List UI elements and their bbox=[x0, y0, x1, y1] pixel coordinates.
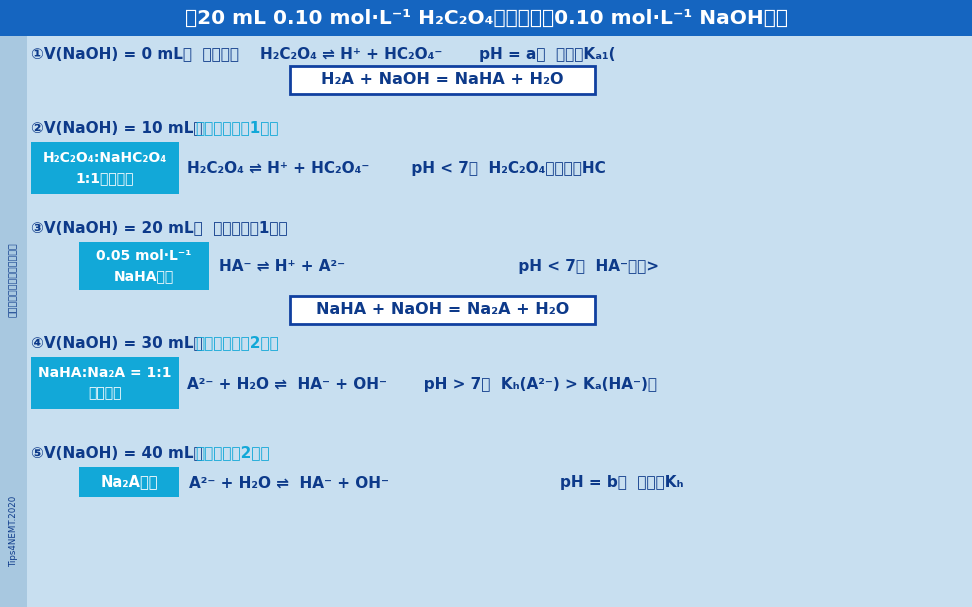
Text: NaHA + NaOH = Na₂A + H₂O: NaHA + NaOH = Na₂A + H₂O bbox=[316, 302, 570, 317]
Text: 半中和点（第1次）: 半中和点（第1次） bbox=[195, 121, 279, 135]
Text: 高考化学二轮复习电解质溶液: 高考化学二轮复习电解质溶液 bbox=[9, 243, 18, 317]
FancyBboxPatch shape bbox=[0, 36, 27, 607]
Text: 0.05 mol·L⁻¹
NaHA溶液: 0.05 mol·L⁻¹ NaHA溶液 bbox=[96, 249, 191, 283]
Text: H₂C₂O₄ ⇌ H⁺ + HC₂O₄⁻        pH < 7：  H₂C₂O₄电离大于HC: H₂C₂O₄ ⇌ H⁺ + HC₂O₄⁻ pH < 7： H₂C₂O₄电离大于H… bbox=[187, 161, 606, 177]
FancyBboxPatch shape bbox=[31, 142, 179, 194]
Text: A²⁻ + H₂O ⇌  HA⁻ + OH⁻       pH > 7：  Kₕ(A²⁻) > Kₐ(HA⁻)即: A²⁻ + H₂O ⇌ HA⁻ + OH⁻ pH > 7： Kₕ(A²⁻) > … bbox=[187, 376, 657, 392]
FancyBboxPatch shape bbox=[79, 242, 209, 290]
FancyBboxPatch shape bbox=[0, 0, 972, 36]
FancyBboxPatch shape bbox=[31, 357, 179, 409]
Text: ①V(NaOH) = 0 mL：  起始点，    H₂C₂O₄ ⇌ H⁺ + HC₂O₄⁻       pH = a：  可计算Kₐ₁(: ①V(NaOH) = 0 mL： 起始点， H₂C₂O₄ ⇌ H⁺ + HC₂O… bbox=[31, 47, 615, 61]
Text: Tips4NEMT.2020: Tips4NEMT.2020 bbox=[9, 494, 18, 566]
Text: H₂C₂O₄:NaHC₂O₄
1:1混合溶液: H₂C₂O₄:NaHC₂O₄ 1:1混合溶液 bbox=[43, 151, 167, 185]
Text: HA⁻ ⇌ H⁺ + A²⁻                                 pH < 7：  HA⁻电离>: HA⁻ ⇌ H⁺ + A²⁻ pH < 7： HA⁻电离> bbox=[219, 259, 659, 274]
Text: 向20 mL 0.10 mol·L⁻¹ H₂C₂O₄溶液中滴加0.10 mol·L⁻¹ NaOH溶液: 向20 mL 0.10 mol·L⁻¹ H₂C₂O₄溶液中滴加0.10 mol·… bbox=[185, 8, 787, 27]
Text: 半中和点（第2次）: 半中和点（第2次） bbox=[195, 336, 279, 350]
FancyBboxPatch shape bbox=[290, 296, 595, 324]
FancyBboxPatch shape bbox=[79, 467, 179, 497]
Text: A²⁻ + H₂O ⇌  HA⁻ + OH⁻: A²⁻ + H₂O ⇌ HA⁻ + OH⁻ bbox=[189, 475, 389, 490]
Text: pH = b：  可计算Kₕ: pH = b： 可计算Kₕ bbox=[560, 475, 683, 490]
Text: ⑤V(NaOH) = 40 mL：: ⑤V(NaOH) = 40 mL： bbox=[31, 446, 213, 461]
Text: Na₂A溶液: Na₂A溶液 bbox=[100, 475, 157, 489]
Text: H₂A + NaOH = NaHA + H₂O: H₂A + NaOH = NaHA + H₂O bbox=[322, 72, 564, 87]
Text: NaHA:Na₂A = 1:1
混合溶液: NaHA:Na₂A = 1:1 混合溶液 bbox=[38, 366, 172, 400]
Text: ④V(NaOH) = 30 mL：: ④V(NaOH) = 30 mL： bbox=[31, 336, 213, 350]
FancyBboxPatch shape bbox=[290, 66, 595, 94]
Text: 中和点（第2次）: 中和点（第2次） bbox=[195, 446, 269, 461]
Text: ③V(NaOH) = 20 mL：  中和点（第1次）: ③V(NaOH) = 20 mL： 中和点（第1次） bbox=[31, 220, 288, 236]
Text: ②V(NaOH) = 10 mL：: ②V(NaOH) = 10 mL： bbox=[31, 121, 213, 135]
